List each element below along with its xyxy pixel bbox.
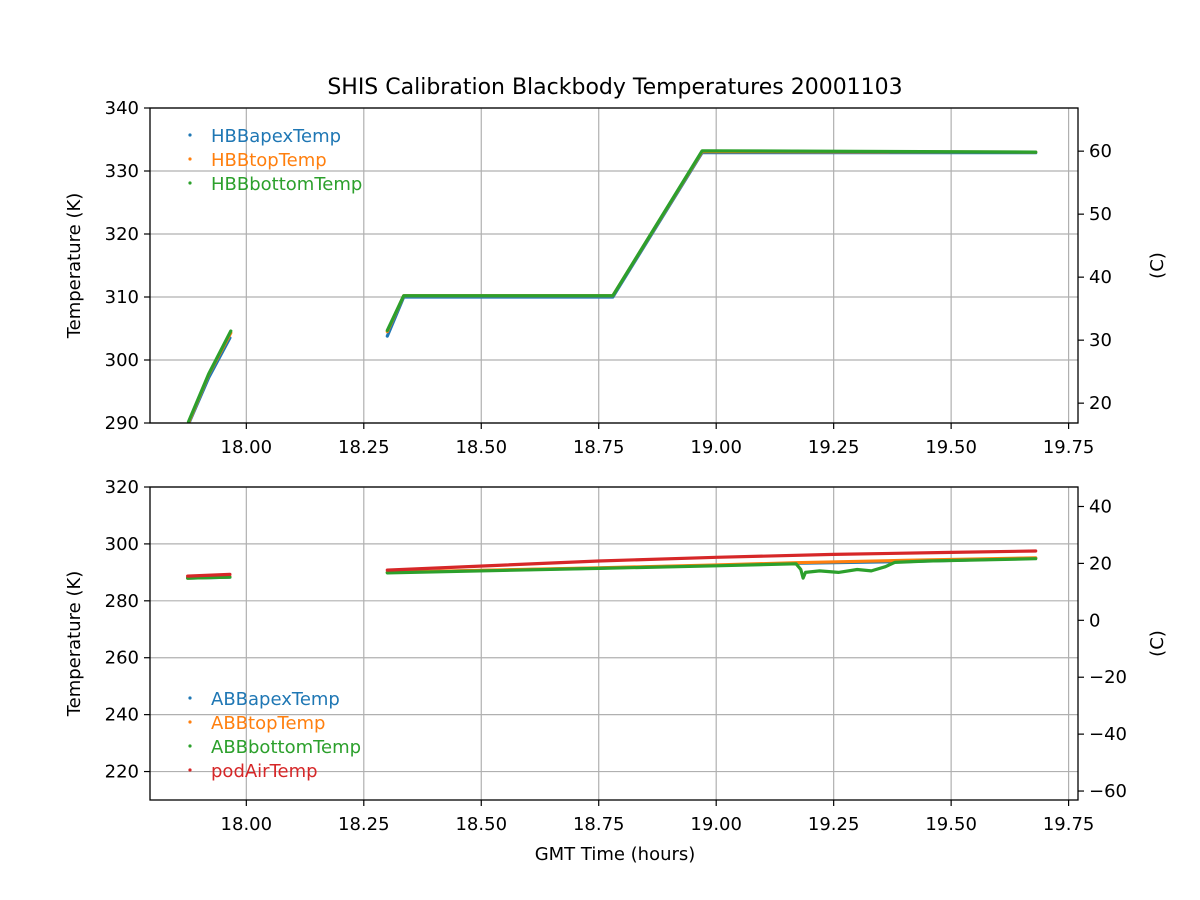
legend-marker — [188, 768, 192, 772]
plot-frame — [149, 107, 1079, 424]
series-podairtemp — [186, 572, 232, 578]
y2-tick-label: 20 — [1089, 553, 1112, 574]
legend-label: ABBtopTemp — [211, 713, 325, 734]
y-tick-label: 320 — [105, 477, 139, 498]
series-abbbottomtemp — [385, 557, 1038, 580]
x-tick-label: 18.00 — [221, 437, 273, 458]
x-tick-label: 18.75 — [573, 437, 625, 458]
y2-tick-label: 60 — [1089, 141, 1112, 162]
y2-tick-label: −20 — [1089, 667, 1127, 688]
legend-label: podAirTemp — [211, 761, 318, 782]
plot-frame — [149, 486, 1079, 801]
y-tick-label: 240 — [105, 705, 139, 726]
y-axis-title: Temperature (K) — [64, 193, 85, 340]
x-tick-label: 18.25 — [338, 814, 390, 835]
legend-marker — [188, 181, 192, 185]
y-tick-label: 300 — [105, 350, 139, 371]
series-hbbbottomtemp — [186, 329, 233, 423]
x-tick-label: 19.75 — [1043, 814, 1095, 835]
y2-tick-label: 40 — [1089, 267, 1112, 288]
y2-tick-label: 50 — [1089, 204, 1112, 225]
y2-tick-label: −60 — [1089, 781, 1127, 802]
x-tick-label: 19.75 — [1043, 437, 1095, 458]
legend-label: HBBtopTemp — [211, 150, 327, 171]
x-tick-label: 19.25 — [808, 437, 860, 458]
y2-tick-label: 30 — [1089, 330, 1112, 351]
series-podairtemp — [385, 549, 1038, 572]
legend: ABBapexTemp ABBtopTemp ABBbottomTemp podAir… — [188, 689, 361, 782]
series-group — [186, 549, 1038, 580]
y-tick-label: 290 — [105, 413, 139, 434]
y-tick-label: 280 — [105, 591, 139, 612]
legend-label: HBBbottomTemp — [211, 174, 362, 195]
y-tick-label: 300 — [105, 534, 139, 555]
x-tick-label: 19.50 — [925, 437, 977, 458]
x-tick-label: 19.00 — [690, 814, 742, 835]
legend-marker — [188, 133, 192, 137]
y2-tick-label: 20 — [1089, 393, 1112, 414]
bottom-panel: 18.00 18.25 18.50 18.75 19.00 19.25 19.50 19.75… — [64, 477, 1168, 865]
series-abbbottomtemp — [186, 575, 232, 580]
y-tick-label: 220 — [105, 762, 139, 783]
y2-tick-label: 40 — [1089, 496, 1112, 517]
y2-axis-title: (C) — [1147, 630, 1168, 657]
legend-marker — [188, 744, 192, 748]
top-panel: 18.00 18.25 18.50 18.75 19.00 19.25 19.50 19.75… — [64, 98, 1168, 458]
x-tick-label: 18.00 — [221, 814, 273, 835]
legend-label: HBBapexTemp — [211, 126, 341, 147]
y-tick-label: 260 — [105, 648, 139, 669]
y-tick-label: 330 — [105, 161, 139, 182]
legend-label: ABBapexTemp — [211, 689, 340, 710]
chart-title: SHIS Calibration Blackbody Temperatures … — [327, 75, 902, 100]
x-tick-label: 18.50 — [455, 437, 507, 458]
y-axis-title: Temperature (K) — [64, 571, 85, 718]
y2-tick-label: −40 — [1089, 724, 1127, 745]
legend-marker — [188, 157, 192, 161]
series-hbbbottomtemp — [385, 149, 1038, 332]
x-tick-label: 19.50 — [925, 814, 977, 835]
legend: HBBapexTemp HBBtopTemp HBBbottomTemp — [188, 126, 362, 195]
y-tick-label: 340 — [105, 98, 139, 119]
x-tick-label: 18.50 — [455, 814, 507, 835]
y-tick-label: 320 — [105, 224, 139, 245]
y2-tick-label: 0 — [1089, 610, 1100, 631]
legend-label: ABBbottomTemp — [211, 737, 361, 758]
series-group — [186, 149, 1038, 423]
legend-marker — [188, 696, 192, 700]
legend-marker — [188, 720, 192, 724]
x-tick-label: 18.25 — [338, 437, 390, 458]
y2-axis-title: (C) — [1147, 252, 1168, 279]
x-tick-label: 18.75 — [573, 814, 625, 835]
x-axis-title: GMT Time (hours) — [535, 844, 696, 865]
x-tick-label: 19.00 — [690, 437, 742, 458]
x-tick-label: 19.25 — [808, 814, 860, 835]
y-tick-label: 310 — [105, 287, 139, 308]
